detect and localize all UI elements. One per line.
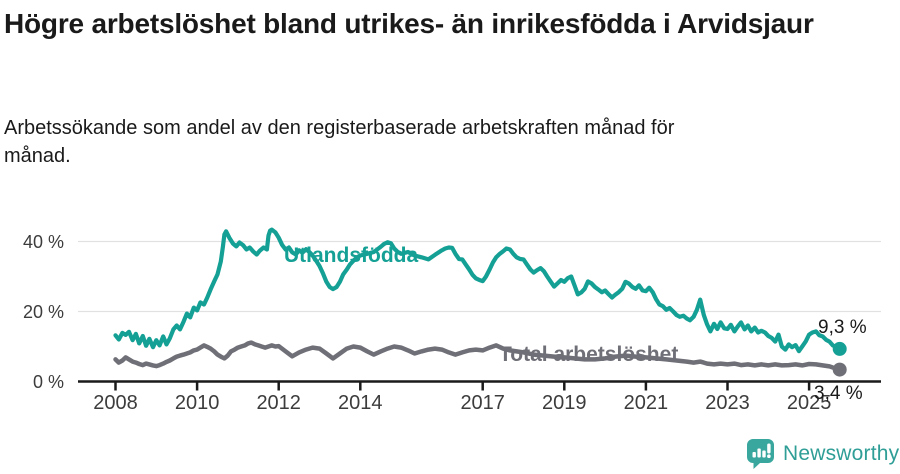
y-tick-label: 20 % (22, 301, 64, 322)
series-end-dot-utlandsfodda (832, 341, 847, 356)
y-tick-label: 40 % (22, 231, 64, 252)
x-tick-label: 2010 (174, 392, 220, 414)
brand-name: Newsworthy (783, 441, 900, 465)
page-subtitle: Arbetssökande som andel av den registerb… (4, 117, 675, 168)
series-end-dot-total (832, 362, 847, 377)
x-tick-label: 2019 (542, 392, 587, 414)
end-value-label-utlandsfodda: 9,3 % (818, 317, 867, 338)
series-line-utlandsfodda (113, 227, 842, 354)
x-tick-label: 2014 (338, 392, 383, 414)
y-tick-label: 0 % (32, 371, 64, 392)
x-tick-label: 2023 (705, 392, 750, 414)
x-tick-label: 2008 (93, 392, 138, 414)
x-tick-label: 2017 (460, 392, 505, 414)
series-line-total (113, 340, 842, 372)
x-tick-label: 2021 (623, 392, 669, 414)
x-tick-label: 2012 (256, 392, 301, 414)
series-label-utlandsfodda: Utlandsfödda (284, 244, 419, 267)
page-title: Högre arbetslöshet bland utrikes- än inr… (4, 8, 814, 39)
series-label-total-arbetsloshet: Total arbetslöshet (499, 343, 679, 366)
newsworthy-brand-link[interactable]: Newsworthy (746, 438, 899, 469)
newsworthy-logo-icon (747, 439, 774, 469)
x-tick-label: 2025 (786, 392, 832, 414)
end-value-label-total: 3,4 % (814, 383, 863, 404)
